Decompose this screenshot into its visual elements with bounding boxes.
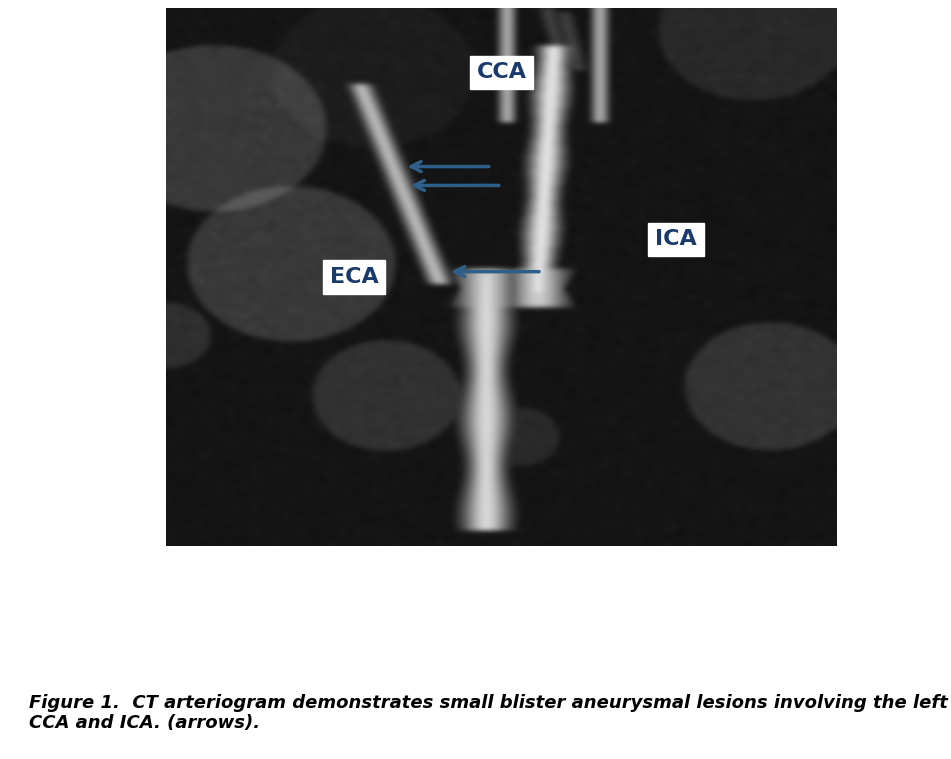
Text: Figure 1.  CT arteriogram demonstrates small blister aneurysmal lesions involvin: Figure 1. CT arteriogram demonstrates sm… bbox=[29, 694, 947, 732]
Text: ECA: ECA bbox=[330, 267, 378, 287]
Text: ICA: ICA bbox=[655, 229, 697, 249]
Text: CCA: CCA bbox=[476, 62, 527, 82]
